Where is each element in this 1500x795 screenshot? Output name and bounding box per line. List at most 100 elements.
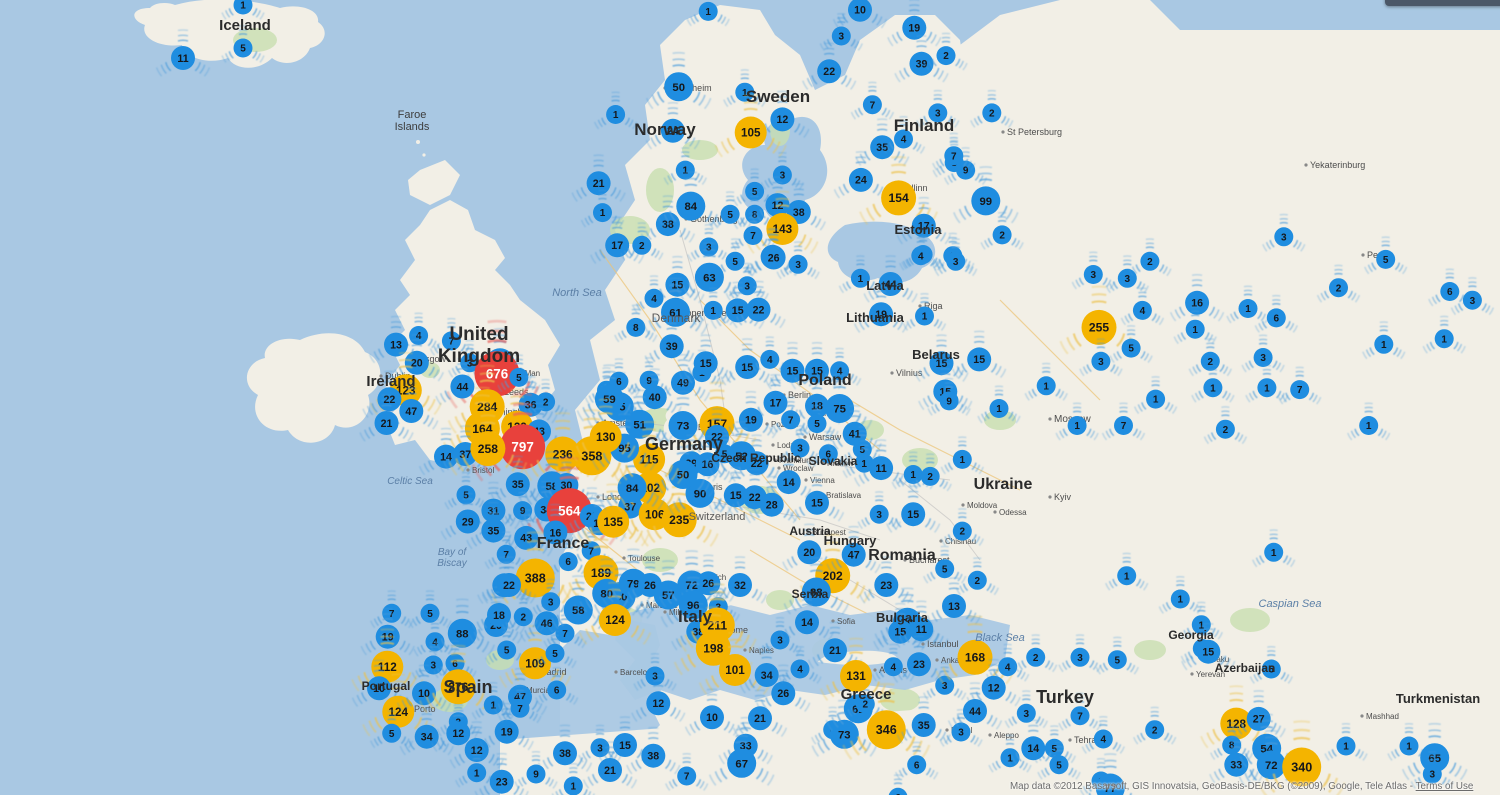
svg-text:84: 84	[685, 201, 698, 213]
svg-text:23: 23	[880, 580, 892, 592]
svg-text:5: 5	[504, 646, 510, 657]
svg-text:Georgia: Georgia	[1168, 628, 1214, 642]
svg-text:26: 26	[644, 580, 656, 592]
svg-text:Romania: Romania	[868, 547, 936, 564]
svg-text:1: 1	[613, 110, 619, 121]
svg-text:Turkmenistan: Turkmenistan	[1396, 691, 1480, 706]
svg-text:5: 5	[732, 257, 738, 268]
svg-text:Istanbul: Istanbul	[927, 639, 959, 649]
svg-text:105: 105	[741, 127, 761, 140]
svg-text:3: 3	[876, 510, 882, 521]
svg-text:17: 17	[611, 240, 623, 252]
svg-text:5: 5	[427, 609, 433, 620]
svg-text:5: 5	[1115, 655, 1121, 666]
svg-text:15: 15	[811, 498, 823, 510]
svg-text:2: 2	[639, 241, 645, 252]
svg-text:67: 67	[735, 758, 748, 770]
svg-text:5: 5	[814, 419, 820, 430]
svg-text:15: 15	[973, 354, 985, 366]
svg-text:3: 3	[1470, 296, 1476, 307]
svg-text:Ireland: Ireland	[366, 373, 415, 390]
svg-text:Yekaterinburg: Yekaterinburg	[1310, 160, 1365, 170]
svg-text:15: 15	[700, 358, 712, 370]
svg-text:19: 19	[908, 23, 920, 35]
svg-text:7: 7	[870, 100, 876, 111]
svg-text:Iceland: Iceland	[219, 17, 271, 34]
svg-text:5: 5	[1383, 255, 1389, 266]
svg-text:St Petersburg: St Petersburg	[1007, 127, 1062, 137]
svg-text:Finland: Finland	[894, 116, 954, 135]
svg-text:340: 340	[1291, 761, 1312, 775]
svg-text:15: 15	[1202, 647, 1214, 659]
svg-text:4: 4	[1005, 662, 1011, 673]
svg-text:388: 388	[525, 572, 546, 586]
svg-text:Sweden: Sweden	[746, 87, 810, 106]
svg-text:50: 50	[672, 82, 685, 94]
svg-text:3: 3	[706, 243, 712, 254]
svg-text:1: 1	[1153, 395, 1159, 406]
svg-text:4: 4	[891, 662, 897, 673]
svg-text:154: 154	[889, 191, 909, 205]
svg-text:2: 2	[1147, 257, 1153, 268]
svg-text:3: 3	[1260, 353, 1266, 364]
svg-text:35: 35	[512, 479, 524, 491]
svg-text:1: 1	[861, 459, 867, 470]
svg-text:5: 5	[463, 491, 469, 502]
svg-text:28: 28	[766, 500, 778, 512]
svg-text:6: 6	[1447, 287, 1453, 298]
svg-text:Belarus: Belarus	[912, 347, 960, 362]
svg-text:1: 1	[1343, 742, 1349, 753]
svg-text:79: 79	[627, 578, 640, 590]
svg-text:Czech Republic: Czech Republic	[711, 451, 801, 465]
svg-text:14: 14	[440, 451, 452, 463]
svg-text:Greece: Greece	[841, 686, 892, 703]
svg-text:Serbia: Serbia	[792, 587, 829, 601]
svg-text:Denmark: Denmark	[652, 311, 702, 325]
svg-text:12: 12	[452, 728, 464, 740]
svg-text:21: 21	[593, 178, 605, 190]
svg-text:7: 7	[1121, 421, 1127, 432]
svg-text:65: 65	[1428, 753, 1441, 765]
svg-text:63: 63	[703, 272, 716, 284]
svg-text:FaroeIslands: Faroe Islands	[395, 109, 430, 133]
svg-text:38: 38	[793, 207, 805, 219]
svg-text:19: 19	[745, 415, 757, 427]
svg-text:39: 39	[666, 341, 678, 353]
svg-text:Switzerland: Switzerland	[689, 511, 746, 523]
svg-text:3: 3	[1098, 357, 1104, 368]
svg-text:73: 73	[838, 729, 851, 741]
svg-text:24: 24	[855, 175, 867, 187]
svg-text:3: 3	[780, 171, 786, 182]
svg-text:8: 8	[633, 323, 639, 334]
svg-text:1: 1	[1192, 325, 1198, 336]
svg-text:44: 44	[457, 381, 469, 393]
svg-text:7: 7	[951, 151, 957, 162]
svg-text:47: 47	[848, 550, 860, 562]
svg-text:34: 34	[761, 670, 773, 682]
svg-text:3: 3	[958, 728, 964, 739]
svg-text:United: United	[449, 324, 508, 345]
svg-text:Mashhad: Mashhad	[1366, 712, 1399, 721]
svg-text:3: 3	[597, 743, 603, 754]
svg-text:1: 1	[474, 768, 480, 779]
svg-text:1: 1	[683, 166, 689, 177]
svg-text:4: 4	[901, 135, 907, 146]
svg-text:5: 5	[552, 649, 558, 660]
svg-text:9: 9	[533, 770, 539, 781]
svg-text:1: 1	[996, 404, 1002, 415]
svg-text:3: 3	[1077, 653, 1083, 664]
svg-text:3: 3	[1091, 270, 1097, 281]
svg-text:Black Sea: Black Sea	[975, 632, 1025, 644]
svg-text:Kyiv: Kyiv	[1054, 492, 1072, 502]
svg-text:255: 255	[1089, 321, 1109, 335]
svg-text:6: 6	[1274, 314, 1280, 325]
svg-text:15: 15	[730, 490, 742, 502]
svg-text:34: 34	[421, 732, 433, 744]
svg-text:14: 14	[1027, 743, 1039, 755]
svg-text:21: 21	[381, 418, 393, 430]
svg-text:2: 2	[1336, 283, 1342, 294]
svg-text:North Sea: North Sea	[552, 287, 602, 299]
svg-text:13: 13	[390, 339, 402, 351]
svg-text:2: 2	[999, 231, 1005, 242]
svg-text:6: 6	[914, 760, 920, 771]
